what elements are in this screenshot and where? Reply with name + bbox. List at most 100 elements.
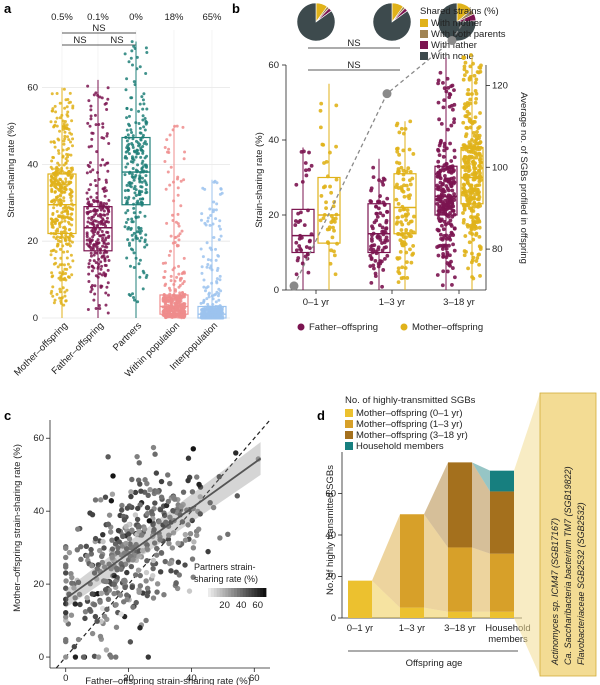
a-point-1 [91,168,95,172]
a-point-2 [142,125,146,129]
b-y2tick-label: 100 [492,162,508,173]
b-point-1-2 [461,211,465,215]
a-point-3 [175,124,179,128]
c-point [150,595,157,601]
b-point-0-2 [438,232,443,237]
b-point-1-1 [400,265,405,270]
a-point-0 [70,174,74,178]
c-point [143,578,149,584]
pie-legend-label-2: With father [431,40,477,51]
a-point-0 [67,101,71,105]
c-point [151,540,158,546]
color-legend-tick: 40 [236,600,247,611]
c-ytick-label: 60 [33,433,44,444]
c-point [163,519,169,525]
d-household-word-1: members [488,634,528,645]
legend-mother-marker [400,323,408,331]
a-point-1 [88,239,92,243]
c-point [161,512,168,519]
c-point [189,517,195,524]
a-point-0 [62,303,66,307]
b-point-1-1 [399,126,404,131]
c-point [195,526,202,532]
a-point-2 [139,137,143,141]
a-point-4 [219,289,223,293]
a-point-0 [63,236,67,240]
a-point-2 [141,114,145,118]
b-point-0-2 [450,283,454,287]
a-point-2 [134,155,138,159]
a-point-2 [131,134,135,138]
a-point-3 [181,282,185,286]
a-point-1 [86,212,90,216]
a-point-1 [86,206,90,210]
a-point-0 [71,259,75,263]
b-point-1-2 [462,218,466,222]
b-point-0-2 [437,153,442,158]
a-point-4 [217,292,221,296]
a-point-3 [176,308,180,312]
a-point-0 [66,110,70,114]
a-point-3 [171,180,175,184]
c-point [103,578,110,585]
a-point-1 [107,198,111,202]
pie-legend-label-1: With both parents [431,29,506,40]
color-legend-gradient-step [219,588,223,597]
b-point-0-1 [372,220,377,225]
a-point-3 [182,256,186,260]
a-point-0 [64,234,68,238]
a-point-4 [217,238,221,242]
b-point-1-0 [329,190,334,195]
a-point-0 [64,209,68,213]
a-point-1 [85,191,89,195]
b-point-1-1 [402,240,407,245]
b-point-1-2 [470,190,475,194]
c-point [125,531,132,537]
c-point [101,613,108,620]
b-point-1-1 [398,238,403,243]
a-point-2 [145,50,149,54]
c-point [154,552,160,558]
b-point-0-2 [441,269,446,274]
a-point-0 [68,244,72,248]
c-point [98,497,104,503]
b-point-1-2 [461,220,466,225]
a-point-2 [144,46,148,50]
c-point [68,612,75,618]
a-point-1 [98,306,102,310]
a-point-0 [69,153,73,157]
a-point-1 [89,195,93,199]
b-point-0-2 [441,105,446,110]
a-point-0 [58,287,62,291]
a-point-1 [96,231,100,235]
b-point-1-2 [462,204,466,209]
a-point-2 [125,77,129,81]
a-point-0 [58,225,62,229]
b-point-0-1 [382,177,387,182]
c-point [76,591,83,598]
c-point [105,596,112,603]
a-point-4 [204,223,208,227]
c-point [170,507,176,514]
c-point [114,565,120,572]
a-point-1 [98,251,102,255]
a-point-4 [215,277,219,281]
a-point-3 [167,295,171,299]
c-point [89,511,96,518]
a-point-2 [143,214,147,218]
c-point [88,551,95,557]
a-point-0 [57,221,61,225]
a-box-0 [47,173,77,235]
a-sig-label-2: NS [110,35,123,46]
d-legend-label-1: Mother–offspring (1–3 yr) [356,419,463,430]
a-point-0 [55,92,59,96]
b-point-0-0 [309,163,314,168]
a-point-2 [138,126,142,130]
c-point [129,527,135,533]
a-point-0 [50,159,54,163]
a-point-0 [63,290,67,294]
c-point [109,491,116,497]
a-point-1 [93,209,97,213]
b-point-1-2 [463,191,468,196]
d-bar-2-0 [448,611,472,618]
